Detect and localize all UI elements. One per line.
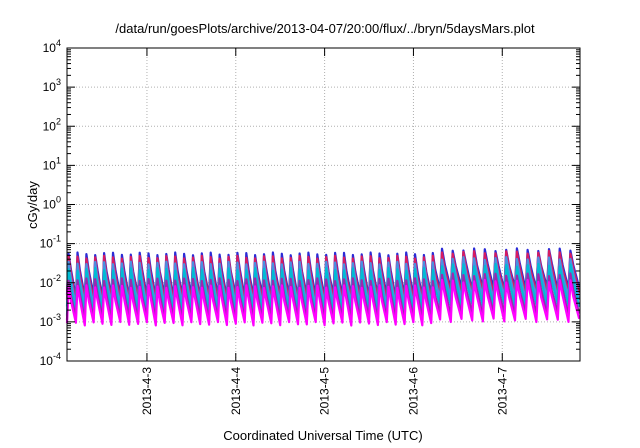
y-tick-exponent: 4	[56, 38, 61, 48]
y-tick-base: 10	[43, 41, 57, 55]
y-tick-base: 10	[40, 315, 54, 329]
x-tick-label: 2013-4-6	[406, 367, 420, 415]
y-tick-exponent: 3	[56, 77, 61, 87]
chart-title: /data/run/goesPlots/archive/2013-04-07/2…	[115, 21, 535, 36]
y-axis-label: cGy/day	[25, 181, 40, 229]
x-tick-label: 2013-4-4	[229, 367, 243, 415]
y-tick-exponent: -1	[53, 234, 61, 244]
y-tick-base: 10	[43, 119, 57, 133]
y-tick-exponent: -2	[53, 273, 61, 283]
y-tick-exponent: 0	[56, 195, 61, 205]
y-tick-label: 103	[43, 77, 61, 94]
y-tick-label: 10-2	[40, 273, 61, 290]
y-tick-base: 10	[40, 237, 54, 251]
y-tick-label: 10-1	[40, 234, 61, 251]
y-tick-label: 104	[43, 38, 61, 55]
y-tick-label: 102	[43, 116, 61, 133]
grid	[67, 48, 580, 361]
y-tick-base: 10	[40, 354, 54, 368]
series-group	[65, 247, 581, 327]
x-axis-label: Coordinated Universal Time (UTC)	[223, 428, 422, 443]
x-tick-label: 2013-4-5	[318, 367, 332, 415]
x-tick-label: 2013-4-3	[140, 367, 154, 415]
y-tick-label: 10-4	[40, 351, 61, 368]
y-tick-label: 101	[43, 155, 61, 172]
y-tick-exponent: 2	[56, 116, 61, 126]
y-tick-exponent: 1	[56, 155, 61, 165]
x-tick-label: 2013-4-7	[495, 367, 509, 415]
series-line	[65, 278, 581, 327]
y-tick-base: 10	[40, 276, 54, 290]
y-tick-base: 10	[43, 80, 57, 94]
y-tick-label: 100	[43, 195, 61, 212]
y-tick-base: 10	[43, 198, 57, 212]
y-tick-base: 10	[43, 158, 57, 172]
x-axis: 2013-4-3 2013-4-4 2013-4-5 2013-4-6 2013-4-7	[140, 48, 509, 415]
y-tick-label: 10-3	[40, 312, 61, 329]
y-tick-exponent: -4	[53, 351, 61, 361]
y-tick-exponent: -3	[53, 312, 61, 322]
